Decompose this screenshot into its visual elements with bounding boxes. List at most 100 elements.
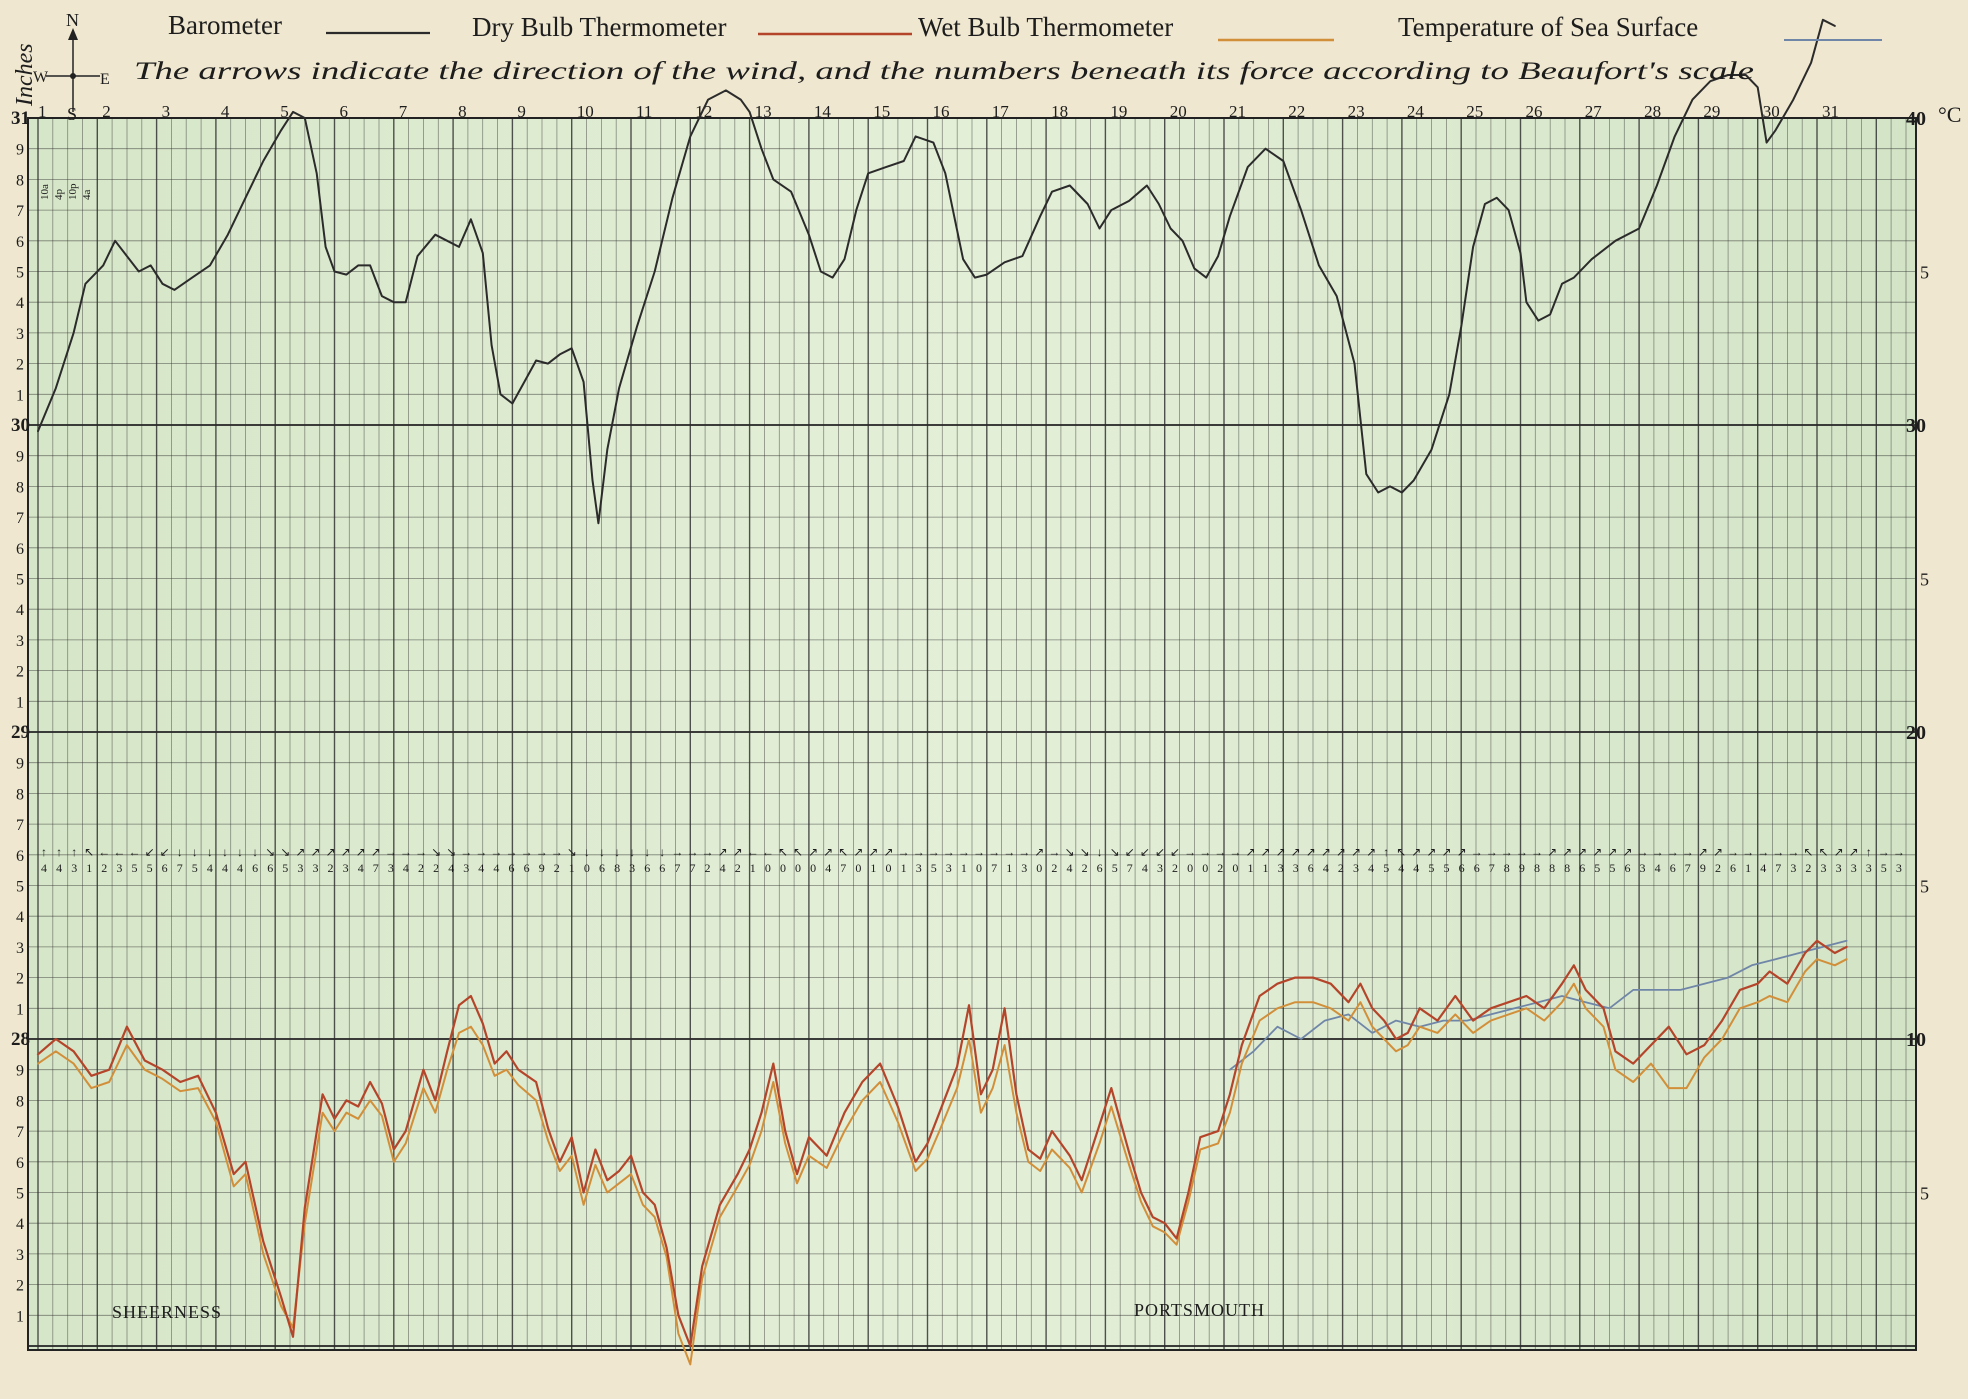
wind-force: 0 — [795, 861, 801, 875]
wind-arrow: ↓ — [1097, 845, 1103, 859]
day-label: 5 — [280, 102, 289, 121]
left-axis: 3198765432130987654321299876543212898765… — [11, 108, 93, 1325]
wind-force: 8 — [614, 861, 620, 875]
day-label: 24 — [1407, 102, 1425, 121]
legend-label-dry-bulb: Dry Bulb Thermometer — [472, 12, 726, 42]
wind-force: 6 — [659, 861, 665, 875]
wind-force: 6 — [524, 861, 530, 875]
left-axis-tick-label: 2 — [16, 357, 24, 374]
left-axis-tick-label: 4 — [16, 602, 24, 619]
wind-force: 7 — [177, 861, 183, 875]
sea-surface-line — [1229, 939, 1848, 1071]
wind-arrow: ↘ — [1110, 845, 1120, 859]
wind-arrow: → — [1516, 845, 1528, 859]
day-label: 30 — [1763, 102, 1780, 121]
wind-force: 3 — [116, 861, 122, 875]
wind-force: 2 — [705, 861, 711, 875]
wind-force: 4 — [1413, 861, 1419, 875]
wind-force: 7 — [991, 861, 997, 875]
wind-row: ↑ 4 ↑ 4 ↑ 3 ↖ 1 ← 2 ← 3 ← 5 ↙ 5 ↙ 6 ↓ 7 ↓ 5 ↓ 4 ↓ 4 ↓ 4 ↓ 6 ↘ 6 ↘ 5 ↗ 3 ↗ 3 ↗ 2… — [41, 845, 1905, 1322]
day-axis: 1 2 3 4 5 6 7 8 9 10 11 12 13 14 15 16 17 18 19 20 21 22 23 24 2… — [38, 102, 1839, 121]
wind-arrow: → — [1682, 845, 1694, 859]
wind-force: 6 — [1730, 861, 1736, 875]
wind-force: 2 — [1805, 861, 1811, 875]
wind-arrow: ↗ — [1276, 845, 1286, 859]
wind-force: 0 — [855, 861, 861, 875]
wind-arrow: ↓ — [252, 845, 258, 859]
wind-arrow: → — [475, 845, 487, 859]
wind-arrow: ↗ — [371, 845, 381, 859]
wind-arrow: → — [1742, 845, 1754, 859]
wind-force: 4 — [56, 861, 62, 875]
time-mark: 4p — [53, 189, 65, 201]
wind-force: 4 — [1368, 861, 1374, 875]
right-axis-minor-label: 5 — [1920, 877, 1929, 897]
dry-bulb-line — [36, 939, 1848, 1348]
left-axis-tick-label: 2 — [16, 664, 24, 681]
wind-arrow: → — [1878, 845, 1890, 859]
left-axis-tick-label: 1 — [16, 387, 24, 404]
wind-arrow: ↗ — [1698, 845, 1708, 859]
right-axis-major-label: 30 — [1906, 415, 1926, 437]
wind-arrow: ↗ — [325, 845, 335, 859]
wind-arrow: ↓ — [192, 845, 198, 859]
wind-force: 5 — [192, 861, 198, 875]
left-axis-major-label: 31 — [11, 108, 30, 129]
day-label: 3 — [162, 102, 171, 121]
wind-force: 2 — [1172, 861, 1178, 875]
time-mark: 4a — [81, 190, 93, 201]
wind-arrow: → — [671, 845, 683, 859]
wind-force: 7 — [674, 861, 680, 875]
wind-force: 9 — [1700, 861, 1706, 875]
wind-arrow: ↘ — [446, 845, 456, 859]
wind-arrow: ↖ — [1803, 845, 1813, 859]
wind-arrow: ↓ — [207, 845, 213, 859]
wind-arrow: ↓ — [614, 845, 620, 859]
right-axis-major-label: 40 — [1906, 108, 1926, 130]
wind-arrow: ↖ — [1818, 845, 1828, 859]
wind-force: 4 — [207, 861, 213, 875]
left-axis-tick-label: 8 — [16, 786, 24, 803]
wind-arrow: → — [988, 845, 1000, 859]
wind-force: 0 — [765, 861, 771, 875]
legend-item-barometer: Barometer — [168, 10, 430, 40]
wind-force: 2 — [1082, 861, 1088, 875]
wind-arrow: ↙ — [1170, 845, 1180, 859]
wind-arrow: ↓ — [237, 845, 243, 859]
day-label: 8 — [458, 102, 467, 121]
day-label: 4 — [221, 102, 230, 121]
wind-force: 1 — [1006, 861, 1012, 875]
series-group — [36, 18, 1848, 1366]
wind-arrow: ↘ — [1064, 845, 1074, 859]
right-axis-major-label: 20 — [1906, 722, 1926, 744]
day-label: 12 — [695, 102, 712, 121]
wind-arrow: → — [958, 845, 970, 859]
wind-arrow: ↗ — [1321, 845, 1331, 859]
wind-arrow: ↘ — [567, 845, 577, 859]
wind-force: 2 — [433, 861, 439, 875]
wind-force: 6 — [1670, 861, 1676, 875]
wind-arrow: ↙ — [160, 845, 170, 859]
wind-force: 6 — [1579, 861, 1585, 875]
wind-arrow: → — [1199, 845, 1211, 859]
left-axis-tick-label: 8 — [16, 172, 24, 189]
wind-arrow: ↗ — [1260, 845, 1270, 859]
wind-force: 0 — [780, 861, 786, 875]
wind-force: 5 — [1881, 861, 1887, 875]
wind-arrow: ↘ — [280, 845, 290, 859]
wind-note: The arrows indicate the direction of the… — [134, 58, 1754, 85]
wind-arrow: → — [1667, 845, 1679, 859]
wind-arrow: → — [506, 845, 518, 859]
wind-arrow: ↗ — [1577, 845, 1587, 859]
right-axis: 40 5 30 5 20 5 10 5 — [1906, 108, 1929, 1204]
wind-arrow: ← — [747, 845, 759, 859]
wind-arrow: ↗ — [853, 845, 863, 859]
wind-arrow: ↗ — [718, 845, 728, 859]
wind-arrow: ← — [113, 845, 125, 859]
wind-force: 5 — [282, 861, 288, 875]
station-label: PORTSMOUTH — [1134, 1300, 1265, 1320]
day-label: 31 — [1822, 102, 1839, 121]
wind-arrow: ↗ — [1411, 845, 1421, 859]
left-axis-major-label: 28 — [11, 1029, 30, 1050]
